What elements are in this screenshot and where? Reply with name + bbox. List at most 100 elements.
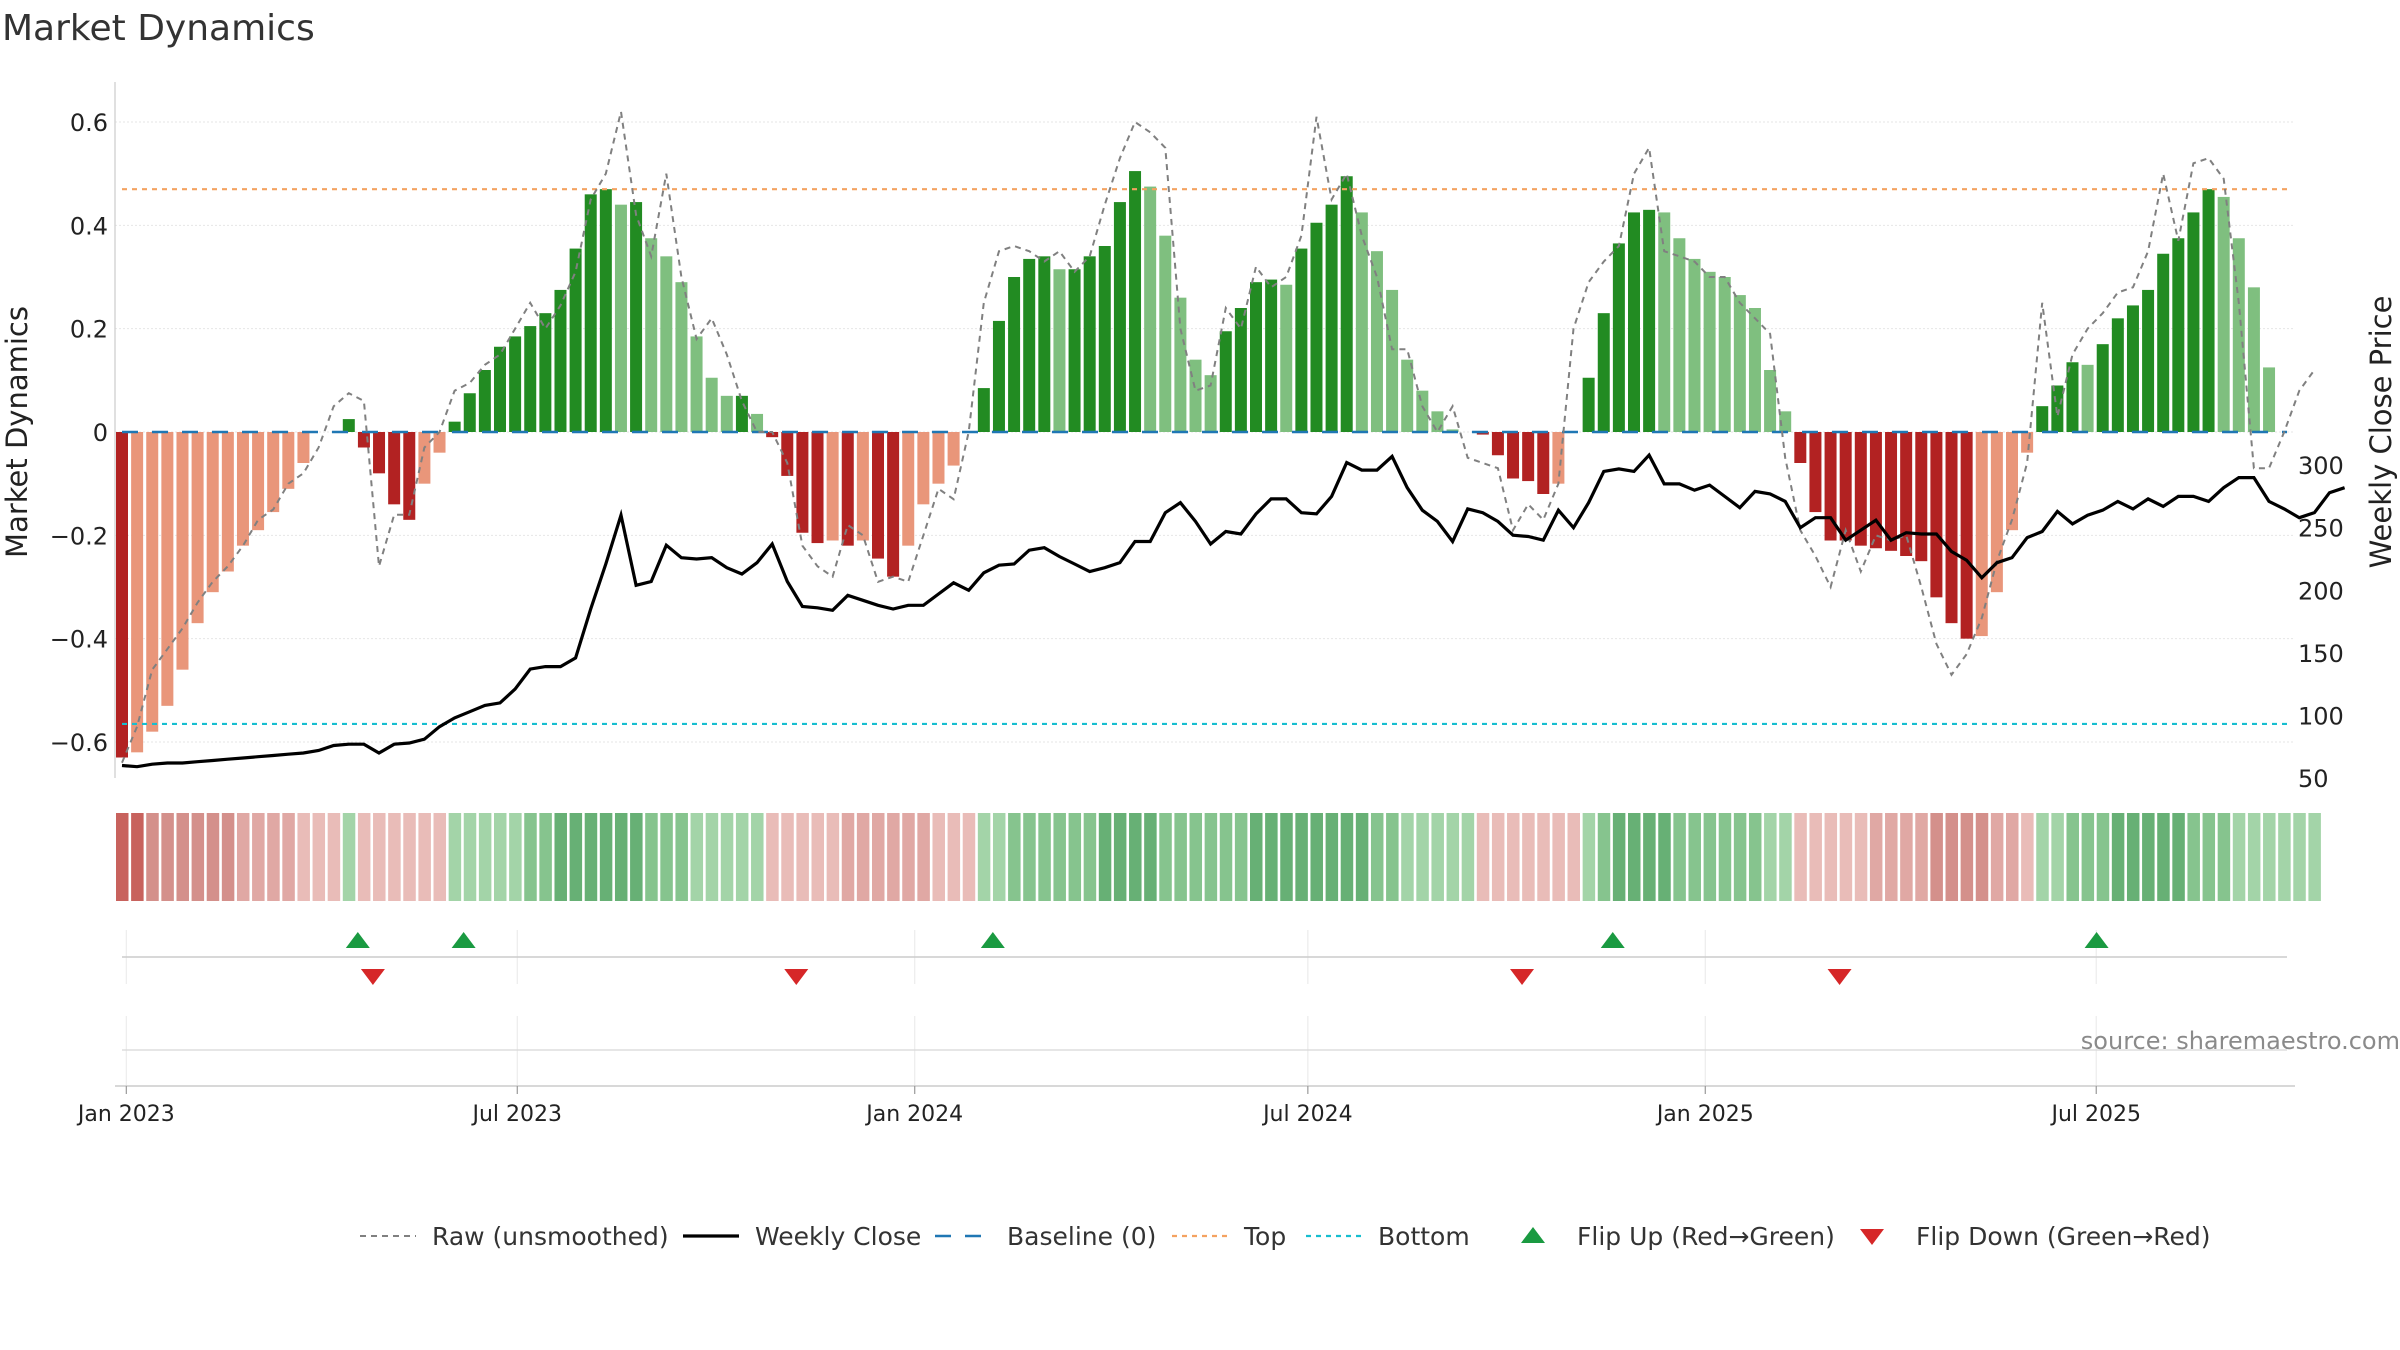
shading-cell [766, 813, 779, 901]
dynamics-bar [1144, 186, 1157, 432]
shading-cell [2293, 813, 2306, 901]
dynamics-bar [1008, 276, 1021, 432]
dynamics-bar [297, 432, 310, 464]
dynamics-bar [1975, 432, 1988, 637]
dynamics-bar [161, 432, 174, 706]
shading-cell [614, 813, 628, 901]
dynamics-bar [645, 238, 658, 432]
shading-cell [1718, 813, 1732, 901]
shading-cell [1537, 813, 1550, 901]
shading-cell [1129, 813, 1142, 901]
raw-unsmoothed-line [121, 111, 2316, 764]
dynamics-bar [1370, 251, 1383, 432]
dynamics-bar [206, 432, 219, 593]
shading-cell [1416, 813, 1429, 901]
shading-cell [1839, 813, 1853, 901]
flip-panel [122, 930, 2287, 985]
dynamics-bars [116, 171, 2276, 758]
shading-cell [282, 813, 295, 901]
shading-cell [1854, 813, 1868, 901]
legend-item-bottom: Bottom [1306, 1222, 1470, 1251]
shading-cell [599, 813, 613, 901]
dynamics-bar [357, 432, 370, 448]
shading-cell [630, 813, 643, 901]
shading-cell [433, 813, 447, 901]
shading-cell [887, 813, 900, 901]
shading-cell [1174, 813, 1187, 901]
shading-cell [947, 813, 961, 901]
dynamics-bar [282, 432, 295, 489]
shading-cell [206, 813, 220, 901]
shading-cell [1597, 813, 1611, 901]
left-tick-label: 0.2 [70, 316, 108, 344]
shading-cell [1234, 813, 1248, 901]
dynamics-bar [1582, 377, 1595, 432]
shading-cell [1764, 813, 1777, 901]
shading-cell [751, 813, 764, 901]
dynamics-bar [569, 248, 582, 432]
dynamics-bar [524, 326, 537, 432]
dynamics-bar [902, 432, 915, 546]
shading-cell [872, 813, 885, 901]
shading-cell [1053, 813, 1066, 901]
right-tick-label: 200 [2298, 577, 2344, 605]
date-tick-label: Jul 2023 [471, 1102, 563, 1127]
shading-cell [2051, 813, 2064, 901]
shading-cell [554, 813, 567, 901]
dynamics-bar [1643, 209, 1656, 432]
shading-cell [161, 813, 174, 901]
shading-cell [1915, 813, 1928, 901]
flip-up-marker [2084, 932, 2109, 948]
shading-cell [2217, 813, 2231, 901]
dynamics-bar [2081, 364, 2094, 432]
legend-swatch [1521, 1227, 1545, 1243]
left-tick-label: −0.4 [50, 626, 108, 654]
dynamics-bar [131, 432, 144, 753]
dynamics-bar [1204, 375, 1217, 432]
shading-cell [252, 813, 265, 901]
legend: Raw (unsmoothed) Weekly Close Baseline (0)… [360, 1222, 2211, 1251]
dynamics-bar [2202, 189, 2215, 432]
flip-markers [345, 932, 2109, 985]
dynamics-bar [1159, 235, 1172, 432]
dynamics-bar [2217, 196, 2230, 432]
date-axis-panel: Jan 2023 Jul 2023 Jan 2024 Jul 2024 Jan 2025… [76, 1016, 2400, 1127]
shading-cell [2021, 813, 2034, 901]
shading-cell [720, 813, 734, 901]
dynamics-bar [342, 419, 355, 432]
shading-cell [524, 813, 537, 901]
dynamics-bar [1885, 432, 1898, 551]
shading-cell [705, 813, 719, 901]
shading-cell [1083, 813, 1097, 901]
flip-up-marker [451, 932, 476, 948]
shading-cell [1446, 813, 1460, 901]
dynamics-bar [2157, 253, 2170, 432]
dynamics-bar [1083, 256, 1096, 432]
dynamics-bar [1280, 284, 1293, 432]
dynamics-bar [1401, 359, 1414, 432]
left-tick-label: 0 [93, 419, 108, 447]
shading-cell [2081, 813, 2095, 901]
dynamics-bar [1537, 432, 1550, 495]
dynamics-bar [463, 393, 476, 432]
shading-cell [1386, 813, 1399, 901]
legend-item-baseline: Baseline (0) [935, 1222, 1156, 1251]
dynamics-bar [146, 432, 159, 732]
shading-cell [2142, 813, 2155, 901]
shading-cell [1370, 813, 1384, 901]
dynamics-bar [1703, 271, 1716, 432]
shading-cell [1885, 813, 1898, 901]
dynamics-bar [2232, 238, 2245, 432]
shading-cell [1068, 813, 1082, 901]
dynamics-bar [614, 204, 627, 432]
dynamics-bar [1688, 258, 1701, 432]
flip-down-marker [784, 969, 809, 985]
shading-cell [116, 813, 129, 901]
dynamics-bar [433, 432, 446, 453]
shading-cell [1975, 813, 1989, 901]
legend-label: Weekly Close [755, 1222, 921, 1251]
shading-cell [1159, 813, 1172, 901]
dynamics-bar [720, 395, 733, 432]
dynamics-bar [1113, 202, 1126, 432]
